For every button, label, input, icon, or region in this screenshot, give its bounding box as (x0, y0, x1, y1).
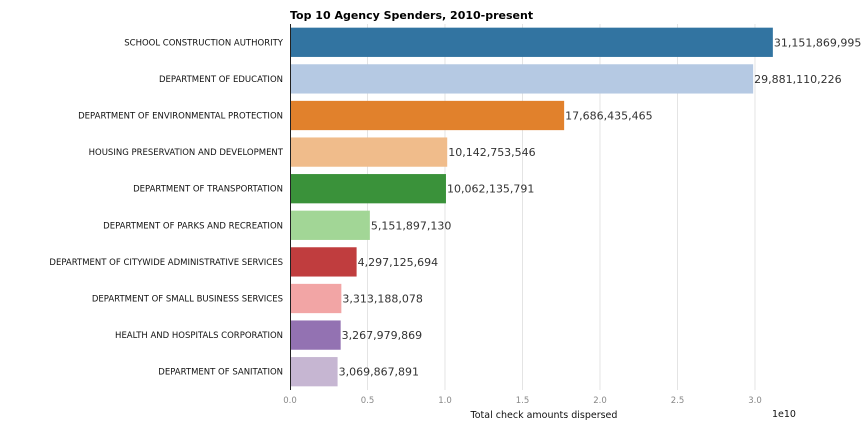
x-tick-labels: 0.0 0.5 1.0 1.5 2.0 2.5 3.0 (283, 396, 762, 406)
value-label: 10,142,753,546 (448, 146, 535, 159)
value-label: 31,151,869,995 (774, 36, 861, 49)
value-label: 3,313,188,078 (342, 293, 422, 306)
bar (290, 320, 341, 350)
bar (290, 174, 446, 204)
x-tick-label: 0.5 (361, 396, 375, 406)
category-label: DEPARTMENT OF SANITATION (158, 368, 283, 378)
x-tick-label: 2.5 (671, 396, 685, 406)
category-label: SCHOOL CONSTRUCTION AUTHORITY (124, 38, 284, 48)
category-label: DEPARTMENT OF ENVIRONMENTAL PROTECTION (78, 112, 283, 122)
value-label: 3,267,979,869 (342, 329, 422, 342)
x-scale-label: 1e10 (772, 409, 796, 420)
x-tick-label: 0.0 (283, 396, 297, 406)
bar (290, 210, 370, 240)
x-tick-label: 1.5 (516, 396, 530, 406)
value-label: 5,151,897,130 (371, 219, 451, 232)
category-label: DEPARTMENT OF CITYWIDE ADMINISTRATIVE SE… (49, 258, 283, 268)
category-label: HOUSING PRESERVATION AND DEVELOPMENT (89, 148, 284, 158)
category-label: DEPARTMENT OF TRANSPORTATION (133, 185, 283, 195)
bar (290, 100, 565, 131)
x-axis-label: Total check amounts dispersed (470, 410, 618, 421)
bar (290, 137, 448, 167)
x-tick-label: 1.0 (438, 396, 452, 406)
category-label: DEPARTMENT OF EDUCATION (159, 75, 283, 85)
x-tick-label: 2.0 (593, 396, 607, 406)
category-label: DEPARTMENT OF PARKS AND RECREATION (103, 221, 283, 231)
bar (290, 64, 754, 94)
value-label: 10,062,135,791 (447, 183, 534, 196)
value-label: 3,069,867,891 (339, 366, 419, 379)
category-labels: SCHOOL CONSTRUCTION AUTHORITY DEPARTMENT … (49, 38, 283, 377)
bar (290, 357, 338, 387)
value-label: 29,881,110,226 (754, 73, 841, 86)
bar (290, 283, 342, 314)
chart-title: Top 10 Agency Spenders, 2010-present (290, 9, 533, 22)
category-label: DEPARTMENT OF SMALL BUSINESS SERVICES (92, 295, 283, 305)
value-label: 4,297,125,694 (358, 256, 438, 269)
value-labels: 31,151,869,995 29,881,110,226 17,686,435,4… (339, 36, 862, 378)
bar (290, 247, 357, 277)
value-label: 17,686,435,465 (565, 110, 652, 123)
x-tick-label: 3.0 (748, 396, 762, 406)
bars (290, 27, 773, 387)
category-label: HEALTH AND HOSPITALS CORPORATION (115, 331, 283, 341)
bar (290, 27, 773, 57)
